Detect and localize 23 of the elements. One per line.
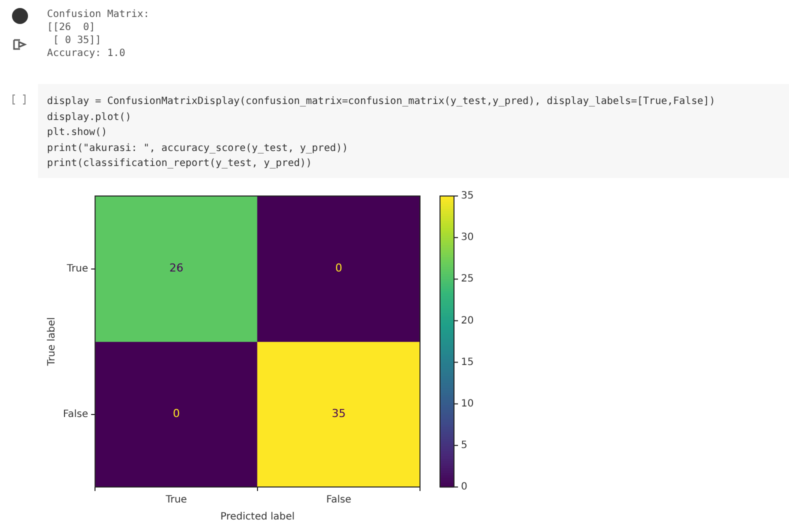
text: [ 0 35]] (52, 34, 102, 47)
data-label: 35 (332, 407, 346, 420)
data-label: 0 (172, 407, 180, 420)
color-bar-label: 30 (461, 232, 474, 244)
text: Confusion Matrix: (47, 8, 150, 21)
color-bar-label: 25 (461, 274, 474, 285)
x-axis-title: Predicted label (220, 512, 295, 523)
color-bar-label: 5 (461, 440, 468, 452)
color-bar-label: 15 (461, 356, 474, 368)
text: Accuracy: 1.0 (47, 47, 126, 60)
text: [[26 0] (47, 21, 96, 34)
data-label: 26 (169, 262, 184, 275)
color-bar-label: 0 (461, 482, 468, 493)
y-axis-title: True label (46, 317, 58, 367)
text: print(classification_report(y_test, y_pred)) (47, 157, 313, 171)
color-bar-label: 10 (461, 398, 474, 410)
text: print("akurasi: ", accuracy_score(y_test, y_pred)) (47, 142, 350, 156)
text: display = ConfusionMatrixDisplay(confusion_matrix=confusion_matrix(y_test,y_pred), display_labels=[True,False]) (47, 95, 716, 109)
color-bar-label: 35 (461, 190, 474, 202)
text: plt.show() (47, 126, 108, 140)
color-bar-label: 20 (461, 315, 474, 326)
data-label: 0 (335, 262, 342, 275)
text: display.plot() (47, 110, 132, 124)
